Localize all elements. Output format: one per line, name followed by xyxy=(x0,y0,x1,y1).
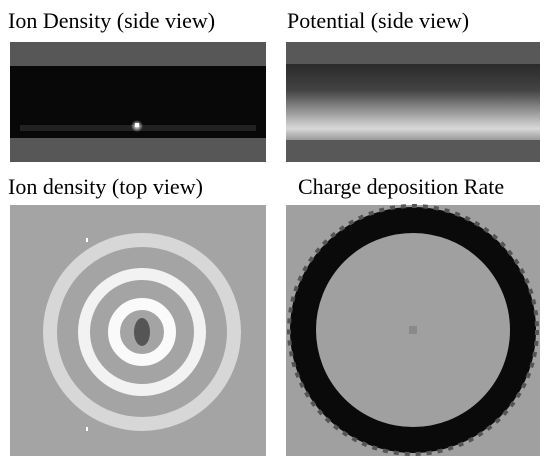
figure: Ion Density (side view) Potential (side … xyxy=(0,0,550,456)
panel-title: Charge deposition Rate xyxy=(298,174,504,199)
ion-density-side xyxy=(10,42,266,162)
ion-density-top xyxy=(10,205,266,456)
panel-title: Ion density (top view) xyxy=(8,174,203,199)
potential-side xyxy=(286,42,540,162)
panel-title: Potential (side view) xyxy=(287,8,469,33)
charge-deposition xyxy=(286,205,540,456)
page: Ion Density (side view) Potential (side … xyxy=(0,0,550,456)
panel-title: Ion Density (side view) xyxy=(8,8,215,33)
